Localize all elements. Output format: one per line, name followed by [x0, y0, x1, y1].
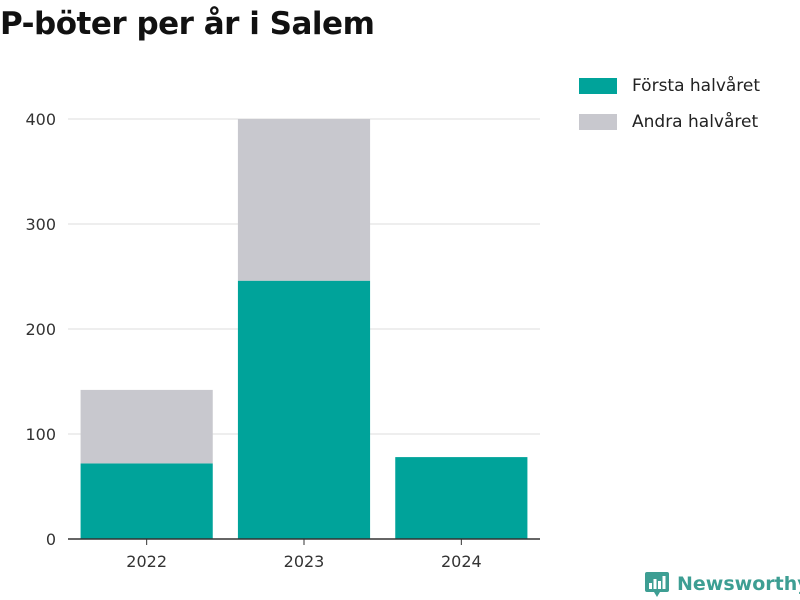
bar-2023-first-half[interactable]: [237, 280, 371, 539]
bar-2022-second-half[interactable]: [80, 389, 213, 464]
bar-2024-first-half[interactable]: [395, 457, 528, 539]
x-tick-label-2022: 2022: [126, 552, 167, 571]
y-tick-label-300: 300: [25, 215, 56, 234]
brand-name: Newsworthy: [677, 573, 800, 595]
y-tick-label-400: 400: [25, 110, 56, 129]
x-tick-label-2024: 2024: [441, 552, 482, 571]
legend-item-second-half[interactable]: Andra halvåret: [579, 110, 760, 134]
legend-label-first-half: Första halvåret: [632, 76, 761, 96]
x-tick-labels: 2022 2023 2024: [126, 539, 482, 571]
y-tick-label-200: 200: [25, 320, 56, 339]
legend-swatch-first-half: [579, 78, 617, 94]
y-tick-label-100: 100: [25, 425, 56, 444]
brand-logo[interactable]: Newsworthy: [644, 570, 800, 598]
x-tick-label-2023: 2023: [284, 552, 325, 571]
bar-2022-first-half[interactable]: [80, 463, 213, 539]
legend-label-second-half: Andra halvåret: [632, 112, 759, 132]
y-tick-labels: 0 100 200 300 400: [25, 110, 56, 549]
chart-title: P-böter per år i Salem: [0, 6, 375, 42]
y-tick-label-0: 0: [46, 530, 56, 549]
legend: Första halvåret Andra halvåret: [579, 74, 760, 134]
bar-2023-second-half[interactable]: [237, 119, 371, 281]
legend-swatch-second-half: [579, 114, 617, 130]
bars: [80, 119, 528, 539]
legend-item-first-half[interactable]: Första halvåret: [579, 74, 760, 98]
newsworthy-chart-logo-icon: [645, 572, 669, 597]
